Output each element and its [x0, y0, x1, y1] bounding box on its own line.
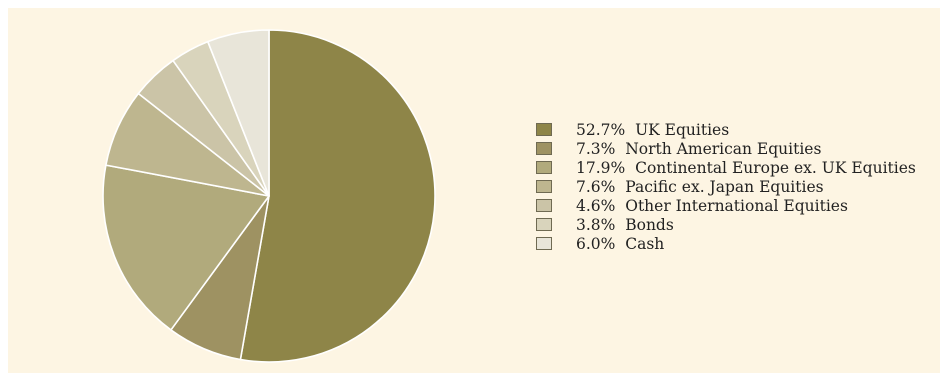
legend-label-4: 4.6% Other International Equities: [576, 196, 848, 215]
legend: 52.7% UK Equities 7.3% North American Equ…: [536, 120, 916, 253]
legend-label-5: 3.8% Bonds: [576, 215, 674, 234]
legend-label-1: 7.3% North American Equities: [576, 139, 822, 158]
legend-swatch-3: [536, 180, 552, 193]
legend-item-2: 17.9% Continental Europe ex. UK Equities: [536, 158, 916, 177]
legend-item-4: 4.6% Other International Equities: [536, 196, 916, 215]
legend-swatch-6: [536, 237, 552, 250]
legend-label-2: 17.9% Continental Europe ex. UK Equities: [576, 158, 916, 177]
legend-swatch-0: [536, 123, 552, 136]
legend-item-5: 3.8% Bonds: [536, 215, 916, 234]
pie-slice-0: [239, 29, 436, 363]
legend-swatch-4: [536, 199, 552, 212]
legend-item-3: 7.6% Pacific ex. Japan Equities: [536, 177, 916, 196]
legend-item-6: 6.0% Cash: [536, 234, 916, 253]
pie-slice-6: [207, 29, 270, 197]
legend-item-1: 7.3% North American Equities: [536, 139, 916, 158]
chart-panel: 52.7% UK Equities 7.3% North American Equ…: [8, 8, 940, 373]
legend-label-3: 7.6% Pacific ex. Japan Equities: [576, 177, 824, 196]
pie-slice-2: [102, 164, 270, 331]
legend-swatch-1: [536, 142, 552, 155]
legend-item-0: 52.7% UK Equities: [536, 120, 916, 139]
legend-swatch-5: [536, 218, 552, 231]
legend-label-6: 6.0% Cash: [576, 234, 665, 253]
legend-label-0: 52.7% UK Equities: [576, 120, 730, 139]
legend-swatch-2: [536, 161, 552, 174]
pie-chart: [102, 29, 436, 363]
